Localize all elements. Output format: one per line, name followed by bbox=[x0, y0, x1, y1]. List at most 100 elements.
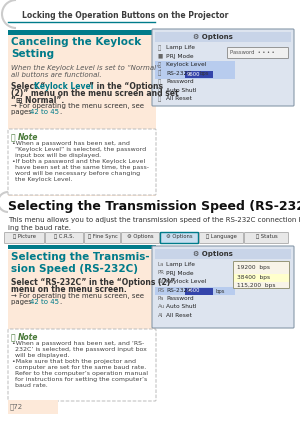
Text: 🌐 Language: 🌐 Language bbox=[206, 234, 237, 239]
Text: 🔴: 🔴 bbox=[158, 88, 161, 93]
FancyBboxPatch shape bbox=[244, 233, 289, 244]
Text: Keylock Level: Keylock Level bbox=[166, 279, 206, 284]
Text: 🔑: 🔑 bbox=[158, 79, 161, 85]
Text: 📝: 📝 bbox=[11, 133, 16, 142]
Text: menu on the menu screen.: menu on the menu screen. bbox=[11, 285, 127, 294]
Text: •Make sure that both the projector and: •Make sure that both the projector and bbox=[12, 359, 136, 364]
Text: •If both a password and the Keylock Level: •If both a password and the Keylock Leve… bbox=[12, 159, 145, 164]
Text: word will be necessary before changing: word will be necessary before changing bbox=[15, 171, 140, 176]
Text: La: La bbox=[158, 262, 164, 267]
Text: 9600: 9600 bbox=[187, 72, 200, 77]
Text: 38400  bps: 38400 bps bbox=[237, 275, 270, 280]
Text: 📺 C.R.S.: 📺 C.R.S. bbox=[54, 234, 75, 239]
Bar bbox=[155, 70, 235, 79]
FancyBboxPatch shape bbox=[152, 246, 294, 328]
Text: 📝: 📝 bbox=[11, 333, 16, 342]
Text: •When a password has been set, and ‘RS-: •When a password has been set, and ‘RS- bbox=[12, 341, 144, 346]
Text: bps: bps bbox=[215, 288, 224, 294]
Text: 42 to 45: 42 to 45 bbox=[30, 109, 59, 115]
FancyBboxPatch shape bbox=[85, 233, 121, 244]
Text: for instructions for setting the computer’s: for instructions for setting the compute… bbox=[15, 377, 147, 382]
Text: Locking the Operation Buttons on the Projector: Locking the Operation Buttons on the Pro… bbox=[22, 11, 228, 20]
Text: will be displayed.: will be displayed. bbox=[15, 353, 70, 358]
FancyBboxPatch shape bbox=[160, 233, 199, 244]
Text: “Keylock Level” is selected, the password: “Keylock Level” is selected, the passwor… bbox=[15, 147, 146, 152]
FancyBboxPatch shape bbox=[8, 329, 156, 401]
Text: Password: Password bbox=[166, 296, 194, 301]
Text: Pa: Pa bbox=[158, 296, 164, 301]
Text: Password  • • • •: Password • • • • bbox=[230, 50, 274, 55]
Text: Password: Password bbox=[166, 79, 194, 84]
Bar bbox=[8, 250, 156, 330]
Text: input box will be displayed.: input box will be displayed. bbox=[15, 153, 101, 158]
Text: Note: Note bbox=[18, 133, 38, 142]
FancyBboxPatch shape bbox=[233, 261, 290, 288]
Text: ⚙ Options: ⚙ Options bbox=[193, 34, 233, 40]
FancyBboxPatch shape bbox=[122, 233, 160, 244]
FancyBboxPatch shape bbox=[227, 47, 289, 58]
Bar bbox=[8, 400, 58, 414]
Text: 💻: 💻 bbox=[158, 71, 161, 76]
Text: All Reset: All Reset bbox=[166, 96, 192, 101]
Text: 115,200  bps: 115,200 bps bbox=[237, 283, 275, 288]
Text: have been set at the same time, the pass-: have been set at the same time, the pass… bbox=[15, 165, 149, 170]
FancyBboxPatch shape bbox=[152, 29, 294, 106]
Bar bbox=[155, 286, 235, 295]
Text: 📸 Fine Sync: 📸 Fine Sync bbox=[88, 234, 117, 239]
Text: Selecting the Transmis-
sion Speed (RS-232C): Selecting the Transmis- sion Speed (RS-2… bbox=[11, 252, 150, 275]
Text: Au: Au bbox=[158, 305, 165, 310]
Text: ⚙ Options: ⚙ Options bbox=[127, 234, 154, 239]
Text: Selecting the Transmission Speed (RS-232C): Selecting the Transmission Speed (RS-232… bbox=[8, 200, 300, 213]
FancyBboxPatch shape bbox=[46, 233, 83, 244]
Bar bbox=[185, 288, 213, 294]
Text: When the Keylock Level is set to “Normal”,: When the Keylock Level is set to “Normal… bbox=[11, 65, 162, 71]
Text: This menu allows you to adjust the transmission speed of the RS-232C connection : This menu allows you to adjust the trans… bbox=[8, 217, 300, 231]
Text: Keylock Level: Keylock Level bbox=[166, 62, 206, 67]
Text: pages: pages bbox=[11, 109, 34, 115]
Text: PRJ Mode: PRJ Mode bbox=[166, 53, 194, 58]
Bar bbox=[8, 30, 156, 35]
Text: Lamp Life: Lamp Life bbox=[166, 262, 195, 267]
Text: Canceling the Keylock
Setting: Canceling the Keylock Setting bbox=[11, 37, 141, 59]
Text: Ⓜ72: Ⓜ72 bbox=[10, 403, 23, 409]
Text: baud rate.: baud rate. bbox=[15, 383, 48, 388]
Bar bbox=[155, 32, 291, 42]
Text: RS-232C: RS-232C bbox=[166, 288, 191, 292]
Text: “⊞ Normal”.: “⊞ Normal”. bbox=[11, 96, 64, 105]
Text: ⚙ Options: ⚙ Options bbox=[193, 251, 233, 257]
Bar bbox=[234, 274, 289, 282]
Text: 💡: 💡 bbox=[158, 45, 161, 51]
Bar bbox=[8, 245, 156, 250]
Text: 9600: 9600 bbox=[187, 288, 200, 294]
Text: Ke: Ke bbox=[158, 279, 165, 284]
Bar bbox=[8, 35, 156, 129]
Text: → For operating the menu screen, see: → For operating the menu screen, see bbox=[11, 103, 144, 109]
Text: 🟢: 🟢 bbox=[158, 96, 161, 102]
Text: ■: ■ bbox=[158, 53, 163, 58]
Text: Select “RS-232C” in the “Options (2)”: Select “RS-232C” in the “Options (2)” bbox=[11, 278, 175, 287]
Text: 232C’ is selected, the password input box: 232C’ is selected, the password input bo… bbox=[15, 347, 147, 352]
Text: RS-232C: RS-232C bbox=[166, 71, 191, 75]
Text: all buttons are functional.: all buttons are functional. bbox=[11, 72, 102, 78]
Text: the Keylock Level.: the Keylock Level. bbox=[15, 177, 72, 182]
Text: .: . bbox=[59, 109, 61, 115]
Text: 📊 Status: 📊 Status bbox=[256, 234, 278, 239]
Bar bbox=[185, 71, 213, 78]
Text: ” in the “Options: ” in the “Options bbox=[89, 82, 163, 91]
Text: 42 to 45: 42 to 45 bbox=[30, 299, 59, 305]
Text: PR: PR bbox=[158, 270, 165, 275]
Text: pages: pages bbox=[11, 299, 34, 305]
Text: (2)” menu on the menu screen and set: (2)” menu on the menu screen and set bbox=[11, 89, 178, 98]
Bar bbox=[155, 61, 235, 69]
Text: Keylock Level: Keylock Level bbox=[34, 82, 93, 91]
Text: 🔒: 🔒 bbox=[158, 62, 161, 68]
FancyBboxPatch shape bbox=[8, 129, 156, 195]
Text: bps: bps bbox=[200, 71, 209, 76]
Text: → For operating the menu screen, see: → For operating the menu screen, see bbox=[11, 293, 144, 299]
Text: .: . bbox=[59, 299, 61, 305]
Text: Auto Shutl: Auto Shutl bbox=[166, 88, 196, 93]
Text: Al: Al bbox=[158, 313, 163, 318]
Text: Note: Note bbox=[18, 333, 38, 342]
Bar bbox=[8, 329, 156, 401]
Bar bbox=[8, 129, 156, 196]
